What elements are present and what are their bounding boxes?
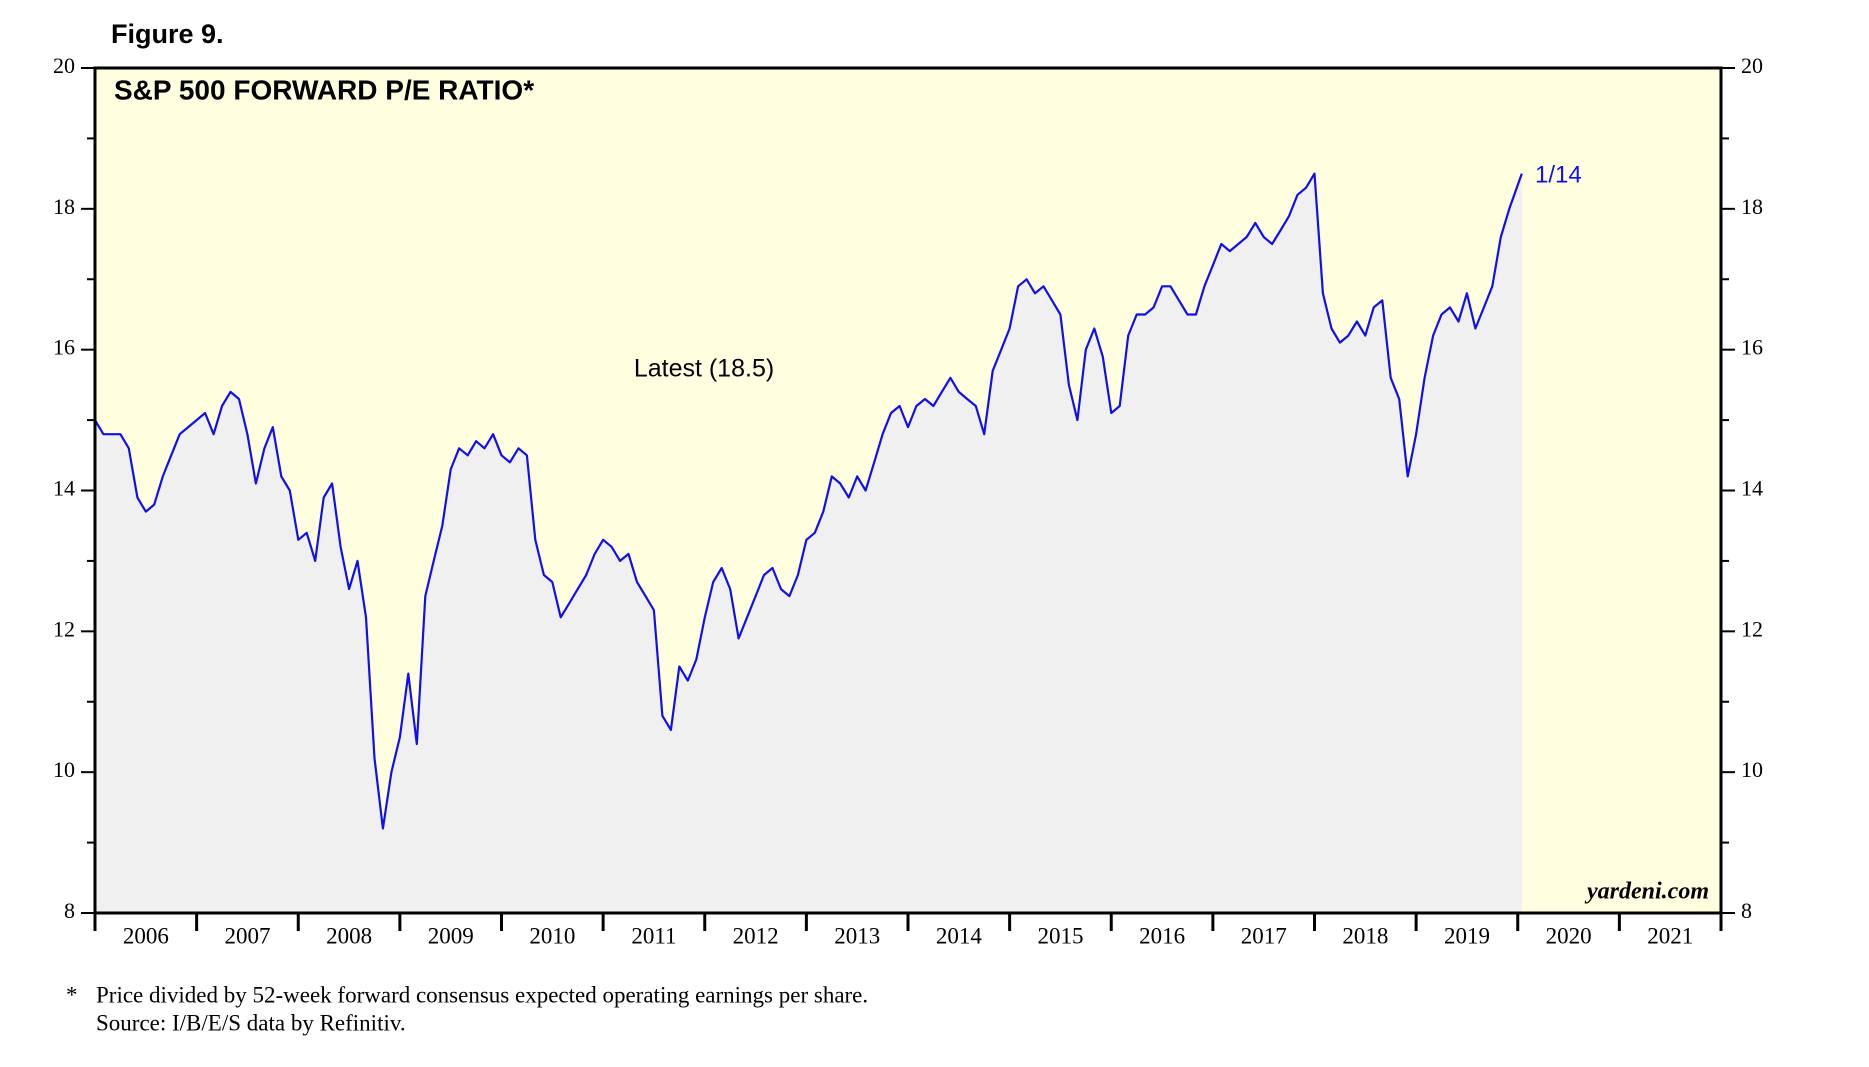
- x-tick-label: 2009: [428, 923, 474, 948]
- y-tick-label: 12: [53, 616, 75, 641]
- y2-tick-label: 18: [1741, 194, 1763, 219]
- y-tick-label: 18: [53, 194, 75, 219]
- x-tick-label: 2015: [1037, 923, 1083, 948]
- figure-label: Figure 9.: [111, 19, 224, 49]
- y-tick-label: 10: [53, 757, 75, 782]
- x-tick-label: 2008: [326, 923, 372, 948]
- x-tick-label: 2020: [1546, 923, 1592, 948]
- chart-title: S&P 500 FORWARD P/E RATIO*: [114, 74, 534, 105]
- y2-tick-label: 14: [1741, 476, 1763, 501]
- x-tick-label: 2017: [1241, 923, 1287, 948]
- x-tick-label: 2012: [733, 923, 779, 948]
- x-tick-label: 2006: [123, 923, 169, 948]
- annotation: Latest (18.5): [634, 355, 774, 383]
- x-tick-label: 2010: [529, 923, 575, 948]
- y2-tick-label: 16: [1741, 335, 1763, 360]
- footnote: Price divided by 52-week forward consens…: [96, 982, 868, 1007]
- footnote-marker: *: [66, 982, 78, 1007]
- y-tick-label: 8: [64, 898, 75, 923]
- y2-tick-label: 8: [1741, 898, 1752, 923]
- x-tick-label: 2016: [1139, 923, 1185, 948]
- x-tick-label: 2007: [224, 923, 270, 948]
- y-tick-label: 20: [53, 53, 75, 78]
- y2-tick-label: 10: [1741, 757, 1763, 782]
- y-tick-label: 16: [53, 335, 75, 360]
- x-tick-label: 2019: [1444, 923, 1490, 948]
- plot-area: [94, 172, 1523, 914]
- y2-tick-label: 12: [1741, 616, 1763, 641]
- source: Source: I/B/E/S data by Refinitiv.: [96, 1010, 406, 1035]
- x-tick-label: 2021: [1647, 923, 1693, 948]
- x-tick-label: 2018: [1342, 923, 1388, 948]
- x-tick-label: 2013: [834, 923, 880, 948]
- date-annotation: 1/14: [1535, 161, 1582, 188]
- source-brand: yardeni.com: [1584, 879, 1709, 905]
- y2-tick-label: 20: [1741, 53, 1763, 78]
- area-shade: [95, 173, 1522, 914]
- x-tick-label: 2014: [936, 923, 983, 948]
- x-tick-label: 2011: [631, 923, 676, 948]
- y-tick-label: 14: [53, 476, 75, 501]
- line: [94, 172, 1523, 830]
